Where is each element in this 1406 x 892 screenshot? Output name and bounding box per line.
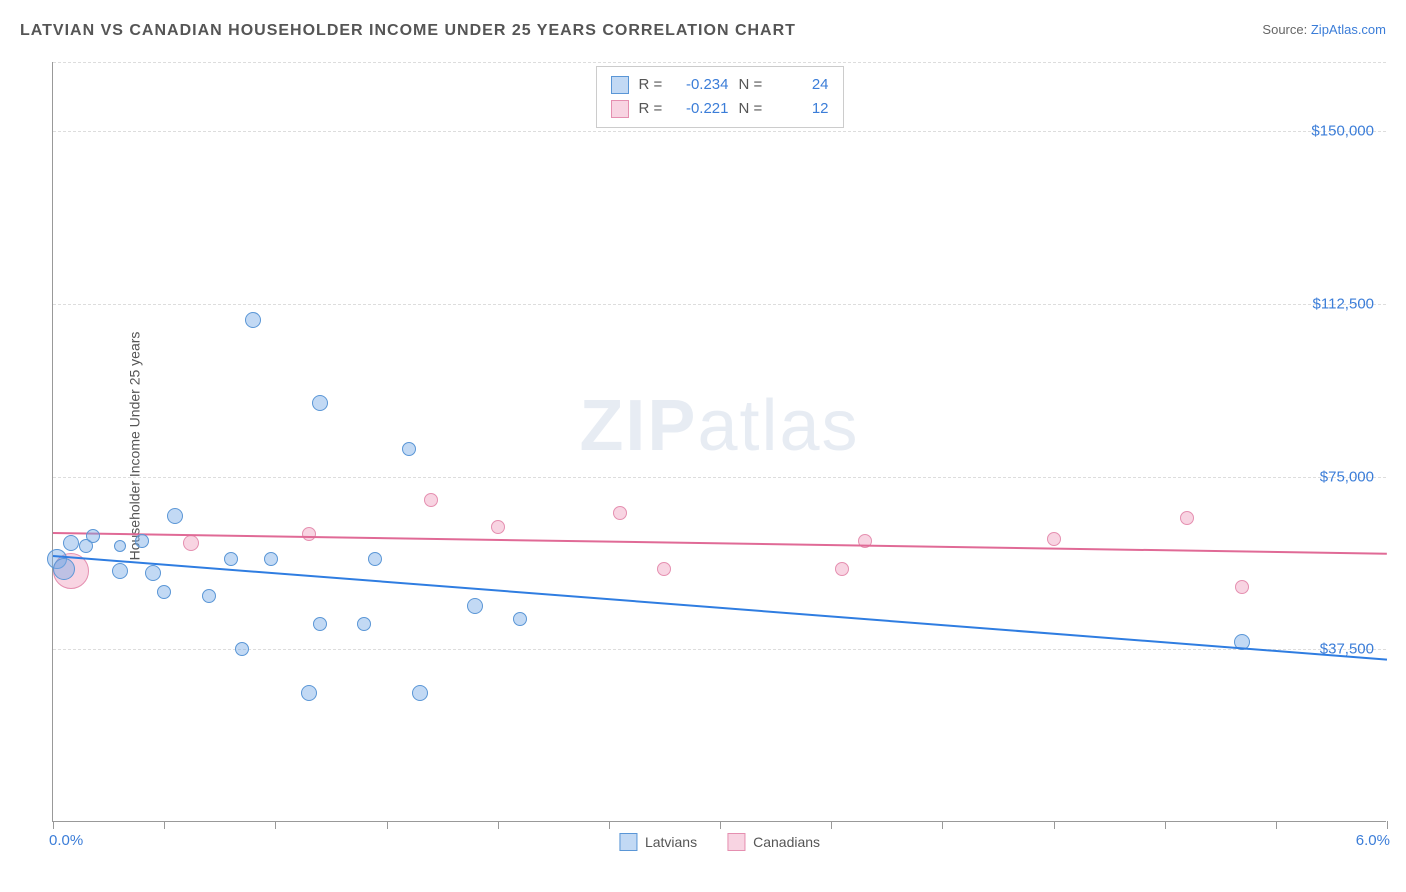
legend: Latvians Canadians [619,833,820,851]
data-point-latvians [301,685,317,701]
data-point-latvians [467,598,483,614]
data-point-latvians [402,442,416,456]
x-tick [53,821,54,829]
data-point-canadians [1047,532,1061,546]
x-axis-max-label: 6.0% [1356,832,1390,849]
swatch-canadians [611,100,629,118]
x-tick [498,821,499,829]
trend-line-latvians [53,555,1387,661]
x-tick [831,821,832,829]
legend-label-latvians: Latvians [645,834,697,850]
correlation-stats-box: R =-0.234 N =24 R =-0.221 N =12 [596,66,844,128]
data-point-latvians [112,563,128,579]
data-point-canadians [424,493,438,507]
gridline-h [53,649,1386,650]
data-point-latvians [312,395,328,411]
data-point-latvians [86,529,100,543]
r-label: R = [639,73,669,97]
n-value-canadians: 12 [769,97,829,121]
data-point-latvians [114,540,126,552]
data-point-canadians [491,520,505,534]
watermark-zip: ZIP [579,386,697,466]
stats-row-canadians: R =-0.221 N =12 [611,97,829,121]
data-point-canadians [1180,511,1194,525]
source-label: Source: [1262,22,1307,37]
x-tick [1165,821,1166,829]
data-point-latvians [357,617,371,631]
r-label: R = [639,97,669,121]
x-tick [1054,821,1055,829]
data-point-canadians [835,562,849,576]
x-tick [387,821,388,829]
source-attribution: Source: ZipAtlas.com [1262,22,1386,37]
watermark: ZIPatlas [579,385,859,467]
data-point-latvians [145,565,161,581]
data-point-latvians [224,552,238,566]
x-tick [164,821,165,829]
x-tick [1387,821,1388,829]
data-point-latvians [157,585,171,599]
x-tick [609,821,610,829]
gridline-h [53,62,1386,63]
y-tick-label: $150,000 [1311,123,1374,140]
watermark-atlas: atlas [697,386,859,466]
data-point-latvians [53,558,75,580]
y-tick-label: $112,500 [1313,295,1374,312]
data-point-latvians [313,617,327,631]
data-point-canadians [1235,580,1249,594]
data-point-latvians [412,685,428,701]
trend-line-canadians [53,532,1387,555]
x-axis-min-label: 0.0% [49,832,83,849]
legend-swatch-latvians [619,833,637,851]
n-label: N = [739,73,769,97]
data-point-canadians [657,562,671,576]
data-point-canadians [613,506,627,520]
gridline-h [53,304,1386,305]
swatch-latvians [611,76,629,94]
x-tick [1276,821,1277,829]
data-point-canadians [183,535,199,551]
legend-item-latvians: Latvians [619,833,697,851]
x-tick [720,821,721,829]
data-point-canadians [302,527,316,541]
r-value-latvians: -0.234 [669,73,729,97]
data-point-latvians [235,642,249,656]
gridline-h [53,131,1386,132]
chart-plot-area: ZIPatlas R =-0.234 N =24 R =-0.221 N =12… [52,62,1386,822]
legend-label-canadians: Canadians [753,834,820,850]
data-point-latvians [513,612,527,626]
r-value-canadians: -0.221 [669,97,729,121]
x-tick [942,821,943,829]
stats-row-latvians: R =-0.234 N =24 [611,73,829,97]
data-point-latvians [368,552,382,566]
source-link[interactable]: ZipAtlas.com [1311,22,1386,37]
x-tick [275,821,276,829]
n-label: N = [739,97,769,121]
data-point-latvians [63,535,79,551]
data-point-latvians [245,312,261,328]
data-point-latvians [135,534,149,548]
chart-title: LATVIAN VS CANADIAN HOUSEHOLDER INCOME U… [20,22,796,40]
data-point-latvians [202,589,216,603]
data-point-latvians [264,552,278,566]
n-value-latvians: 24 [769,73,829,97]
data-point-latvians [167,508,183,524]
y-tick-label: $75,000 [1320,468,1374,485]
legend-swatch-canadians [727,833,745,851]
legend-item-canadians: Canadians [727,833,820,851]
gridline-h [53,477,1386,478]
